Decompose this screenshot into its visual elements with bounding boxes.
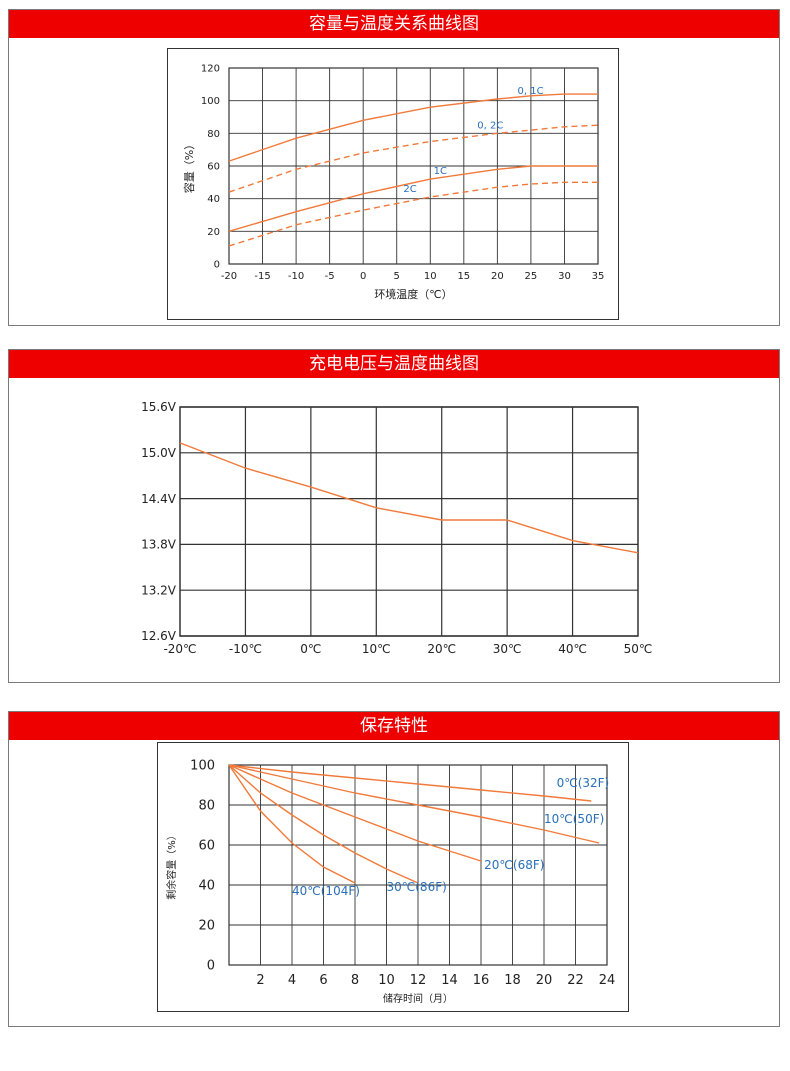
y-tick-label: 15.0V	[141, 446, 177, 460]
x-tick-label: 6	[319, 973, 327, 988]
series-line	[228, 181, 598, 247]
curve-label: 20℃(68F)	[484, 858, 544, 872]
x-tick-label: 22	[567, 973, 584, 988]
x-tick-label: 16	[473, 973, 490, 988]
charging-voltage-chart: -20℃ -10℃ 0℃ 10℃ 20℃ 30℃ 40℃ 50℃ 12.6V 13.2V 13.8V…	[141, 400, 653, 656]
x-tick-label: 12	[410, 973, 427, 988]
y-tick-label: 20	[207, 227, 220, 238]
x-tick-label: 20	[491, 271, 504, 282]
y-tick-label: 0	[214, 260, 220, 271]
x-tick-label: -15	[254, 271, 270, 282]
x-tick-label: 0℃	[300, 642, 321, 656]
capacity-temperature-chart: -20 -15 -10 -5 0 5 10 15 20 25 30 35 0 20 40 60 80 100 120…	[182, 64, 605, 302]
x-axis-label: 环境温度（℃）	[374, 287, 452, 301]
x-tick-label: 25	[525, 271, 538, 282]
x-tick-label: 30℃	[493, 642, 522, 656]
x-tick-label: 20℃	[427, 642, 456, 656]
y-axis-label: 剩余容量（%）	[165, 830, 178, 900]
series-line	[228, 764, 592, 802]
panel-title: 容量与温度关系曲线图	[9, 10, 779, 38]
x-tick-label: 10	[378, 973, 395, 988]
y-tick-label: 80	[207, 129, 220, 140]
x-tick-label: -5	[325, 271, 335, 282]
y-tick-label: 20	[198, 919, 215, 934]
x-tick-label: -20℃	[163, 642, 196, 656]
curve-label: 0, 2C	[477, 120, 503, 131]
y-tick-label: 100	[190, 759, 215, 774]
y-tick-label: 40	[198, 879, 215, 894]
curve-label: 0, 1C	[517, 86, 543, 97]
curve-label: 10℃(50F)	[544, 812, 604, 826]
series-line	[228, 165, 598, 232]
x-tick-label: 5	[394, 271, 400, 282]
y-tick-label: 14.4V	[141, 492, 177, 506]
series-line	[228, 764, 600, 844]
plot-border	[228, 764, 608, 966]
x-tick-label: 14	[441, 973, 458, 988]
x-tick-label: 2	[256, 973, 264, 988]
x-tick-label: 18	[504, 973, 521, 988]
x-tick-label: 15	[457, 271, 470, 282]
y-tick-label: 60	[207, 162, 220, 173]
curve-label: 40℃(104F)	[292, 884, 360, 898]
y-tick-label: 13.2V	[141, 583, 177, 597]
x-tick-label: -20	[221, 271, 237, 282]
y-tick-label: 40	[207, 194, 220, 205]
y-tick-label: 120	[201, 64, 220, 75]
x-tick-label: -10℃	[229, 642, 262, 656]
y-tick-label: 15.6V	[141, 400, 177, 414]
x-tick-label: 10℃	[362, 642, 391, 656]
y-tick-label: 0	[207, 959, 215, 974]
x-tick-label: 8	[351, 973, 359, 988]
x-tick-label: 40℃	[558, 642, 587, 656]
series-line	[228, 124, 599, 193]
series-line	[228, 764, 419, 884]
storage-characteristics-chart: 2 4 6 8 10 12 14 16 18 20 22 240204060801000℃(32F)1…	[165, 759, 616, 1005]
y-tick-label: 12.6V	[141, 629, 177, 643]
capacity-temperature-panel: 容量与温度关系曲线图 -20 -15 -10 -5 0 5 10 15 20 25 30 35 0 20 4…	[8, 9, 780, 326]
y-tick-label: 60	[198, 839, 215, 854]
series-line	[228, 764, 482, 862]
panel-title: 保存特性	[9, 712, 779, 740]
y-tick-label: 13.8V	[141, 538, 177, 552]
plot-border	[179, 406, 639, 637]
x-tick-label: -10	[288, 271, 304, 282]
y-tick-label: 100	[201, 96, 220, 107]
x-tick-label: 0	[360, 271, 366, 282]
panel-title: 充电电压与温度曲线图	[9, 350, 779, 378]
x-tick-label: 30	[558, 271, 571, 282]
series-line	[228, 93, 598, 162]
curve-label: 1C	[434, 166, 447, 177]
x-tick-label: 35	[592, 271, 605, 282]
y-tick-label: 80	[198, 799, 215, 814]
curve-label: 0℃(32F)	[557, 776, 610, 790]
x-tick-label: 20	[536, 973, 553, 988]
curve-label: 2C	[403, 184, 416, 195]
curve-label: 30℃(86F)	[387, 880, 447, 894]
chart-frame	[157, 742, 629, 1012]
y-axis-label: 容量（%）	[182, 139, 196, 193]
x-tick-label: 50℃	[624, 642, 653, 656]
series-line	[228, 764, 356, 884]
x-axis-label: 储存时间（月）	[383, 992, 453, 1005]
x-tick-label: 10	[424, 271, 437, 282]
series-line	[179, 442, 639, 554]
x-tick-label: 24	[599, 973, 616, 988]
charging-voltage-panel: 充电电压与温度曲线图 -20℃ -10℃ 0℃ 10℃ 20℃ 30℃ 40℃ 50℃ 12.6…	[8, 349, 780, 683]
x-tick-label: 4	[288, 973, 296, 988]
storage-characteristics-panel: 保存特性 2 4 6 8 10 12 14 16 18 20 22 24 0 20 40 60 80 100 0℃(…	[8, 711, 780, 1027]
